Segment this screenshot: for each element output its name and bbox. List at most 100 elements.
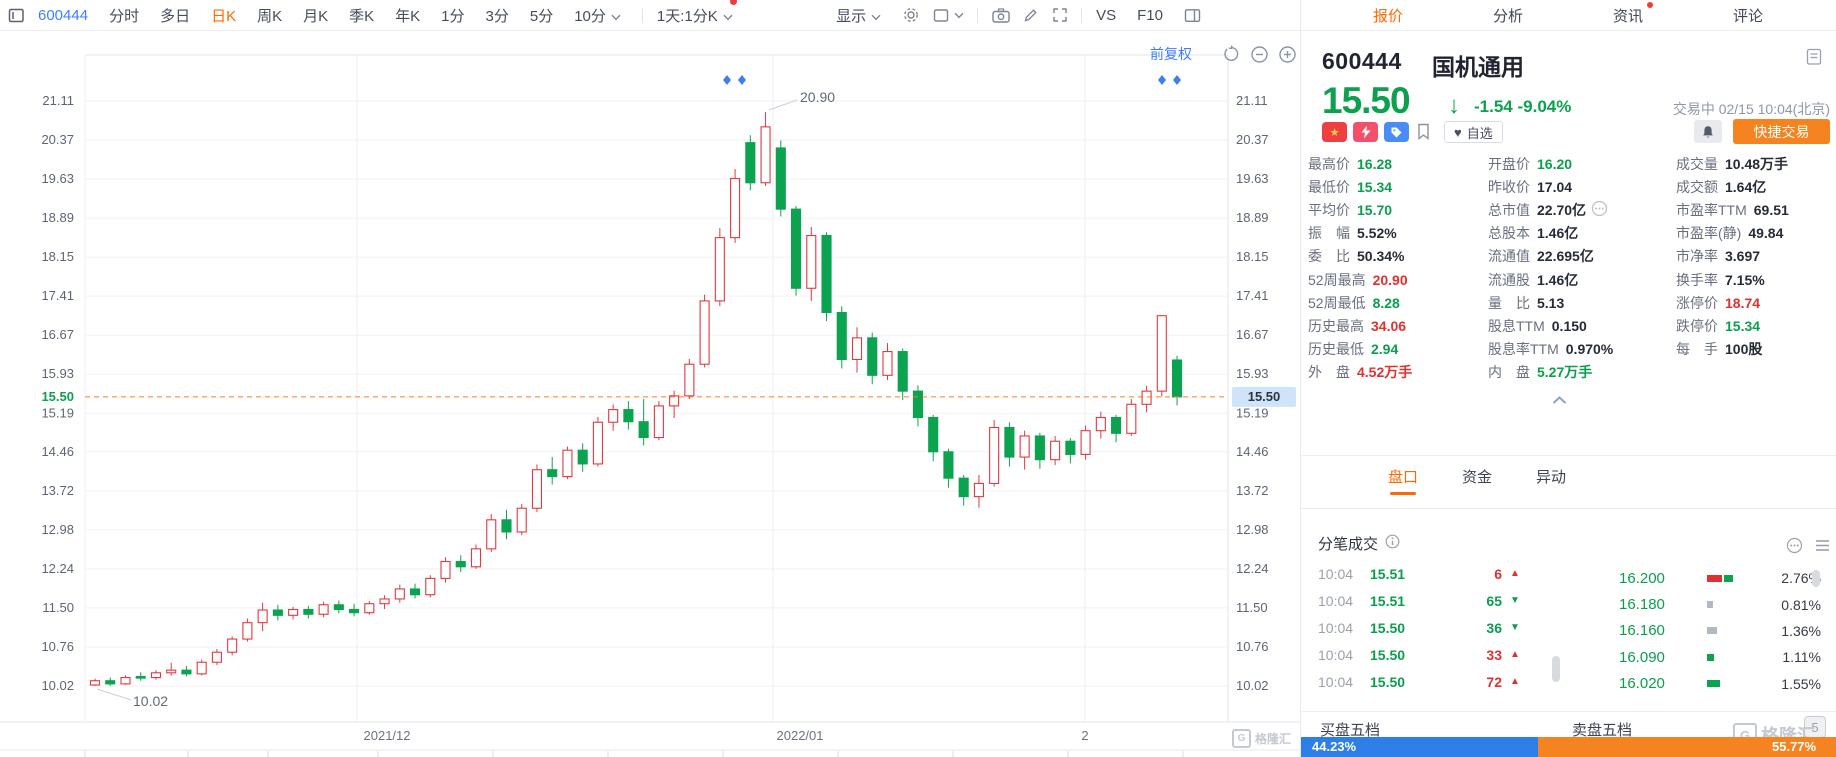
toolbar-item-年K[interactable]: 年K bbox=[395, 7, 421, 25]
stat-cell: 开盘价 16.20 bbox=[1488, 152, 1676, 175]
panel-tab-资讯[interactable]: 资讯 bbox=[1613, 1, 1653, 26]
expand-icon[interactable] bbox=[1052, 7, 1068, 23]
watermark-logo: G bbox=[1232, 729, 1251, 748]
toolbar-item-1天:1分K[interactable]: 1天:1分K bbox=[657, 0, 737, 26]
more-info-icon[interactable] bbox=[1591, 200, 1608, 220]
orderbook-tab-资金[interactable]: 资金 bbox=[1462, 469, 1493, 486]
orderbook-tab-异动[interactable]: 异动 bbox=[1536, 469, 1567, 486]
zoom-in-icon[interactable] bbox=[1278, 45, 1297, 64]
info-icon[interactable] bbox=[1385, 534, 1400, 553]
chevron-down-icon[interactable] bbox=[871, 14, 881, 21]
toolbar-item-月K[interactable]: 月K bbox=[303, 7, 329, 25]
toolbar-item-分时[interactable]: 分时 bbox=[109, 7, 140, 25]
stat-cell: 市盈率TTM 69.51 bbox=[1676, 198, 1830, 221]
lightning-icon[interactable] bbox=[1360, 125, 1372, 139]
chevron-up-icon[interactable] bbox=[1552, 396, 1567, 405]
chevron-down-icon[interactable] bbox=[954, 6, 964, 24]
toolbar-item-VS[interactable]: VS bbox=[1096, 6, 1117, 24]
toolbar-item-多日[interactable]: 多日 bbox=[160, 7, 191, 25]
toolbar-item-1分[interactable]: 1分 bbox=[441, 7, 465, 25]
info-icon[interactable] bbox=[1385, 534, 1400, 549]
tick-trade-row[interactable]: 10:04 15.51 6 ▲ bbox=[1300, 560, 1562, 587]
document-icon[interactable] bbox=[1806, 48, 1823, 66]
candle-body bbox=[409, 588, 421, 596]
tick-trade-row[interactable]: 10:04 15.51 65 ▼ bbox=[1300, 587, 1562, 614]
collapse-chevron-icon[interactable] bbox=[1552, 392, 1567, 410]
pencil-button[interactable] bbox=[1023, 7, 1039, 23]
panel-tab-评论[interactable]: 评论 bbox=[1732, 7, 1763, 25]
add-watchlist-button[interactable]: ♥ 自选 bbox=[1444, 121, 1503, 143]
window-icon[interactable] bbox=[8, 7, 25, 24]
bookmark-icon[interactable] bbox=[1416, 123, 1431, 140]
more-options-icon[interactable] bbox=[1786, 537, 1803, 554]
event-marker-icon[interactable] bbox=[723, 75, 731, 85]
toolbar-item-F10[interactable]: F10 bbox=[1137, 6, 1163, 24]
candle-body bbox=[227, 638, 238, 653]
chevron-down-icon[interactable] bbox=[723, 14, 733, 21]
toolbar-item-5分[interactable]: 5分 bbox=[529, 7, 554, 25]
zoom-out-icon[interactable] bbox=[1250, 45, 1269, 64]
pencil-icon[interactable] bbox=[1023, 7, 1039, 23]
candle-body bbox=[242, 622, 253, 640]
stat-value: 22.70亿 bbox=[1537, 201, 1587, 218]
bell-icon[interactable] bbox=[1701, 125, 1715, 139]
layout-button[interactable] bbox=[933, 6, 964, 24]
expand-button[interactable] bbox=[1052, 7, 1068, 23]
toolbar-item-显示[interactable]: 显示 bbox=[836, 5, 881, 26]
price-change-row[interactable]: 16.200 2.76% bbox=[1585, 565, 1833, 591]
panel-button[interactable] bbox=[1184, 8, 1201, 23]
window-button[interactable] bbox=[8, 7, 25, 24]
stat-label: 昨收价 bbox=[1488, 178, 1530, 195]
stat-value: 20.90 bbox=[1372, 271, 1408, 288]
panel-tab-报价[interactable]: 报价 bbox=[1372, 7, 1403, 25]
tick-trade-row[interactable]: 10:04 15.50 36 ▼ bbox=[1300, 614, 1562, 641]
chevron-down-icon[interactable] bbox=[954, 12, 964, 19]
settings-icon[interactable] bbox=[902, 6, 920, 24]
toolbar-item-日K[interactable]: 日K bbox=[211, 7, 237, 25]
candle-body bbox=[425, 577, 436, 596]
panel-layout-icon[interactable] bbox=[1184, 8, 1201, 23]
chevron-down-icon[interactable] bbox=[611, 14, 621, 21]
more-options-icon[interactable] bbox=[1591, 200, 1608, 217]
price-change-row[interactable]: 16.020 1.55% bbox=[1585, 671, 1833, 697]
layout-icon[interactable] bbox=[933, 8, 949, 23]
ticklist-scrollbar[interactable] bbox=[1552, 656, 1560, 682]
chevron-down-icon[interactable] bbox=[871, 8, 881, 25]
quick-trade-button[interactable]: 快捷交易 bbox=[1733, 119, 1830, 144]
event-marker-icon[interactable] bbox=[738, 75, 746, 85]
sell-ratio-text: 55.77% bbox=[1772, 739, 1817, 754]
event-marker-icon[interactable] bbox=[1173, 75, 1181, 85]
tick-trade-row[interactable]: 10:04 15.50 72 ▲ bbox=[1300, 668, 1562, 695]
chevron-down-icon[interactable] bbox=[611, 8, 621, 25]
stat-label: 外 盘 bbox=[1308, 364, 1350, 381]
undo-icon[interactable] bbox=[1222, 45, 1241, 64]
event-marker-icon[interactable] bbox=[1158, 75, 1166, 85]
camera-button[interactable] bbox=[992, 7, 1010, 23]
tick-trade-row[interactable]: 10:04 15.50 33 ▲ bbox=[1300, 641, 1562, 668]
price-change-row[interactable]: 16.090 1.11% bbox=[1585, 644, 1833, 670]
camera-icon[interactable] bbox=[992, 7, 1010, 23]
toolbar-item-3分[interactable]: 3分 bbox=[485, 7, 509, 25]
level-price: 16.160 bbox=[1619, 622, 1665, 640]
chevron-down-icon[interactable] bbox=[723, 8, 733, 25]
gear-button[interactable] bbox=[902, 6, 920, 24]
adjust-mode-link[interactable]: 前复权 bbox=[1150, 46, 1192, 62]
alert-bell-button[interactable] bbox=[1694, 120, 1722, 143]
toolbar-item-季K[interactable]: 季K bbox=[349, 7, 375, 25]
orderbook-tab-盘口[interactable]: 盘口 bbox=[1388, 466, 1418, 495]
stat-cell: 量 比 5.13 bbox=[1488, 291, 1676, 314]
candle-body bbox=[821, 234, 832, 314]
toolbar-item-周K[interactable]: 周K bbox=[257, 7, 283, 25]
panel-tab-分析[interactable]: 分析 bbox=[1492, 7, 1523, 25]
candle-body bbox=[1004, 426, 1015, 458]
depthlist-scrollbar[interactable] bbox=[1812, 570, 1820, 587]
bookmark-icon[interactable] bbox=[1416, 123, 1431, 145]
price-change-row[interactable]: 16.160 1.36% bbox=[1585, 618, 1833, 644]
price-change-row[interactable]: 16.180 0.81% bbox=[1585, 591, 1833, 617]
list-icon[interactable] bbox=[1815, 539, 1830, 552]
company-profile-icon[interactable] bbox=[1806, 48, 1823, 71]
symbol-code[interactable]: 600444 bbox=[38, 6, 89, 24]
stat-cell: 总市值 22.70亿 bbox=[1488, 198, 1676, 221]
toolbar-item-10分[interactable]: 10分 bbox=[574, 5, 621, 26]
tag-icon[interactable] bbox=[1390, 126, 1403, 139]
